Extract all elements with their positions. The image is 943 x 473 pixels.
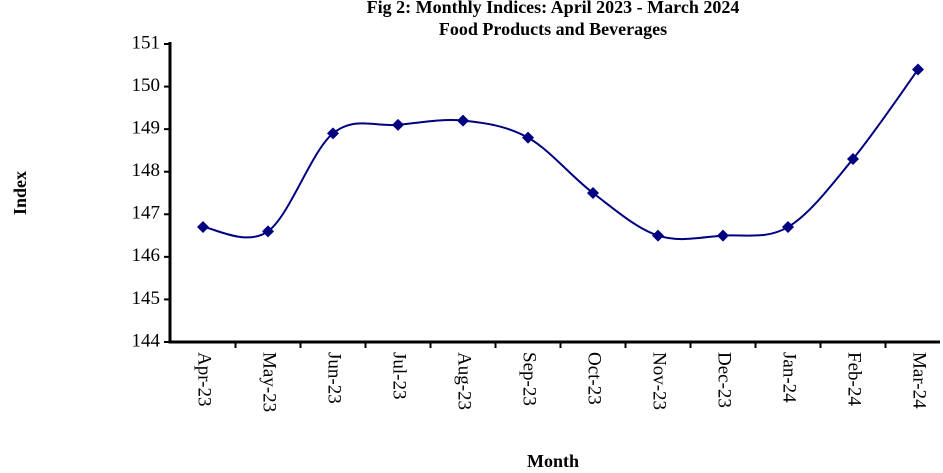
chart-subtitle: Food Products and Beverages <box>439 19 667 39</box>
x-tick-label: Jul-23 <box>389 352 410 400</box>
x-axis-label: Month <box>527 451 579 471</box>
marker <box>262 225 274 238</box>
marker <box>717 229 729 242</box>
line <box>202 68 919 241</box>
x-tick-label: Sep-23 <box>519 352 540 406</box>
marker <box>457 114 469 127</box>
marker <box>392 118 404 131</box>
x-tick-label: Jun-23 <box>324 352 345 404</box>
marker <box>782 221 794 234</box>
y-tick-label: 151 <box>132 32 161 53</box>
marker <box>522 131 534 144</box>
y-tick-label: 146 <box>132 245 161 266</box>
x-tick-label: Jan-24 <box>779 352 800 403</box>
x-tick-label: Mar-24 <box>909 352 930 409</box>
x-tick-label: May-23 <box>259 352 280 412</box>
marker <box>587 187 599 199</box>
y-tick-label: 144 <box>132 330 161 351</box>
y-axis-label: Index <box>10 171 30 215</box>
y-tick-label: 149 <box>132 118 161 139</box>
y-tick-label: 147 <box>132 203 161 224</box>
y-tick-label: 145 <box>132 288 161 309</box>
x-tick-label: Apr-23 <box>194 352 215 407</box>
y-tick-label: 150 <box>132 75 161 96</box>
x-tick-label: Dec-23 <box>714 352 735 408</box>
x-tick-label: Feb-24 <box>844 352 865 406</box>
marker <box>327 127 339 140</box>
marker <box>197 221 209 234</box>
marker <box>847 152 859 165</box>
x-tick-label: Aug-23 <box>454 352 475 410</box>
chart-title: Fig 2: Monthly Indices: April 2023 - Mar… <box>367 0 740 17</box>
x-tick-label: Nov-23 <box>649 352 670 410</box>
marker <box>912 63 924 76</box>
y-tick-label: 148 <box>132 160 161 181</box>
x-tick-label: Oct-23 <box>584 352 605 405</box>
marker <box>652 229 664 242</box>
